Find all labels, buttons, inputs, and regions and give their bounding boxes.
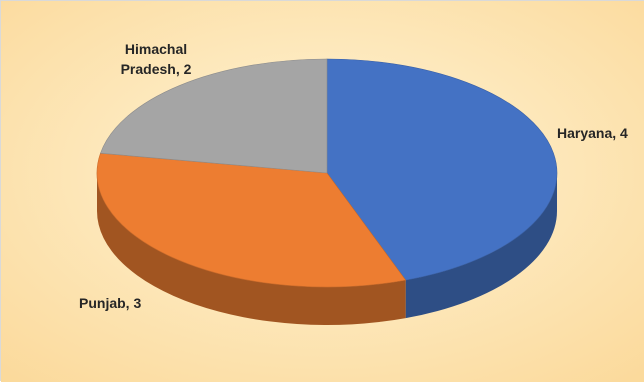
- data-label-line: Himachal: [125, 41, 187, 57]
- pie-slice-himachal-pradesh: [100, 58, 328, 174]
- pie-slice-haryana: [326, 58, 558, 281]
- data-label-haryana: Haryana, 4: [557, 125, 628, 141]
- data-label-line: Punjab, 3: [79, 295, 141, 311]
- pie-slice-punjab: [96, 152, 407, 288]
- data-label-line: Haryana, 4: [557, 125, 628, 141]
- data-label-himachal-pradesh: Himachal Pradesh, 2: [121, 41, 192, 77]
- pie-side-haryana: [405, 173, 557, 319]
- data-label-line: Pradesh, 2: [121, 61, 192, 77]
- data-label-punjab: Punjab, 3: [79, 295, 141, 311]
